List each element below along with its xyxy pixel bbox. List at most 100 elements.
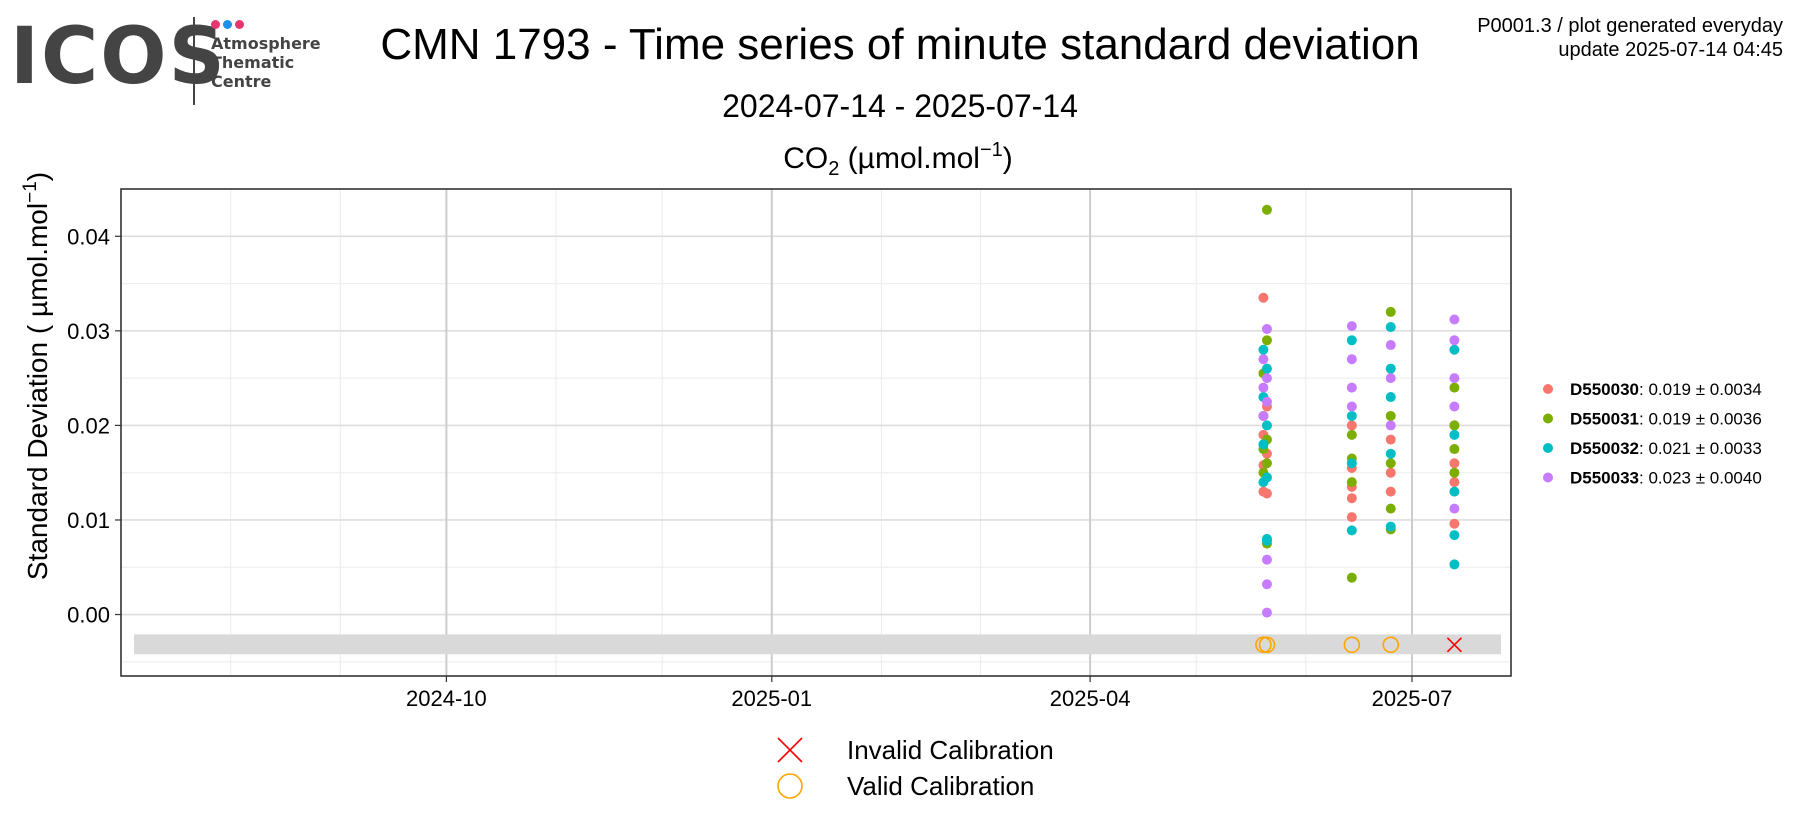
logo-dot	[235, 20, 244, 29]
data-point-d550031	[1346, 572, 1357, 583]
y-tick-label: 0.04	[67, 224, 110, 249]
logo-wordmark: ICOS	[10, 12, 227, 102]
legend-label-d550031: D550031: 0.019 ± 0.0036	[1570, 410, 1762, 429]
legend-label-d550033: D550033: 0.023 ± 0.0040	[1570, 469, 1762, 488]
legend-key-d550031	[1543, 413, 1553, 424]
legend-series-name: D550030	[1570, 380, 1639, 399]
legend-series-name: D550033	[1570, 469, 1639, 488]
page-title: CMN 1793 - Time series of minute standar…	[380, 20, 1420, 69]
legend-series-stats: : 0.021 ± 0.0033	[1639, 439, 1762, 458]
y-tick-label: 0.00	[67, 603, 110, 628]
chart-title: CO2 (µmol.mol−1)	[783, 139, 1013, 180]
logo-line: Atmosphere	[211, 34, 321, 53]
data-point-d550033	[1261, 554, 1272, 565]
data-point-d550033	[1261, 373, 1272, 384]
data-point-d550031	[1449, 382, 1460, 393]
data-point-d550033	[1258, 410, 1269, 421]
data-point-d550033	[1261, 579, 1272, 590]
logo-dots	[211, 16, 247, 34]
data-point-d550031	[1261, 458, 1272, 469]
y-tick-label: 0.03	[67, 319, 110, 344]
data-point-d550033	[1346, 382, 1357, 393]
data-point-d550030	[1261, 488, 1272, 499]
y-axis-label: Standard Deviation ( µmol.mol−1)	[20, 172, 53, 580]
meta-line: update 2025-07-14 04:45	[1558, 39, 1783, 61]
data-point-d550031	[1261, 335, 1272, 346]
legend-calibration-label: Valid Calibration	[847, 771, 1034, 801]
legend-valid-calibration-icon	[777, 773, 803, 799]
data-point-d550033	[1258, 382, 1269, 393]
data-point-d550032	[1449, 486, 1460, 497]
data-point-d550030	[1449, 458, 1460, 469]
calibration-band	[134, 634, 1501, 655]
x-tick-label: 2025-07	[1372, 686, 1453, 711]
legend-label-d550030: D550030: 0.019 ± 0.0034	[1570, 380, 1762, 399]
valid-calibration-marker	[1343, 636, 1361, 654]
data-point-d550032	[1385, 322, 1396, 333]
data-point-d550030	[1258, 292, 1269, 303]
invalid-calibration-marker	[1446, 637, 1462, 653]
data-point-d550032	[1449, 344, 1460, 355]
data-point-d550030	[1346, 512, 1357, 523]
legend-key-d550032	[1543, 443, 1553, 453]
meta-line: P0001.3 / plot generated everyday	[1477, 15, 1783, 37]
data-point-d550032	[1261, 420, 1272, 431]
data-point-d550032	[1449, 530, 1460, 541]
x-tick-label: 2024-10	[406, 686, 487, 711]
y-tick-label: 0.01	[67, 508, 110, 533]
legend-series-name: D550031	[1570, 410, 1639, 429]
data-point-d550032	[1261, 472, 1272, 483]
data-point-d550030	[1346, 420, 1357, 431]
data-point-d550033	[1449, 314, 1460, 325]
data-point-d550030	[1385, 467, 1396, 478]
data-point-d550033	[1261, 607, 1272, 618]
data-point-d550031	[1449, 444, 1460, 455]
data-point-d550032	[1449, 559, 1460, 570]
data-point-d550032	[1258, 344, 1269, 355]
logo-dot	[223, 20, 232, 29]
valid-calibration-marker	[1258, 636, 1276, 654]
data-point-d550032	[1385, 363, 1396, 374]
data-point-d550032	[1261, 363, 1272, 374]
svg-text:Standard Deviation ( µmol.mol−: Standard Deviation ( µmol.mol−1)	[20, 172, 53, 580]
data-point-d550030	[1385, 486, 1396, 497]
legend-calibration-label: Invalid Calibration	[847, 735, 1054, 765]
x-tick-label: 2025-04	[1050, 686, 1131, 711]
plot-meta: P0001.3 / plot generated everyday update…	[1477, 14, 1783, 62]
plot-panel	[121, 189, 1511, 676]
logo-line: Centre	[211, 72, 272, 91]
data-point-d550032	[1346, 410, 1357, 421]
invalid-calibration-stroke	[1446, 637, 1462, 653]
data-point-d550031	[1346, 477, 1357, 488]
legend-series-stats: : 0.019 ± 0.0036	[1639, 410, 1762, 429]
data-point-d550033	[1346, 401, 1357, 412]
data-point-d550031	[1449, 467, 1460, 478]
data-point-d550032	[1261, 535, 1272, 546]
logo-divider	[193, 17, 195, 105]
data-point-d550031	[1346, 429, 1357, 440]
data-point-d550032	[1346, 458, 1357, 469]
date-range: 2024-07-14 - 2025-07-14	[722, 88, 1078, 124]
data-point-d550032	[1449, 429, 1460, 440]
legend-key-d550033	[1543, 472, 1553, 483]
data-point-d550033	[1261, 323, 1272, 334]
data-point-d550031	[1449, 420, 1460, 431]
data-point-d550033	[1346, 354, 1357, 365]
data-point-d550033	[1449, 401, 1460, 412]
data-point-d550031	[1385, 306, 1396, 317]
data-point-d550033	[1449, 503, 1460, 514]
data-point-d550032	[1385, 521, 1396, 532]
legend-key-d550030	[1543, 384, 1553, 394]
legend-invalid-calibration-icon	[777, 737, 803, 763]
data-point-d550033	[1385, 420, 1396, 431]
data-point-d550032	[1346, 335, 1357, 346]
legend-series-name: D550032	[1570, 439, 1639, 458]
legend-x-stroke	[777, 737, 803, 763]
data-point-d550032	[1346, 525, 1357, 536]
data-point-d550030	[1449, 477, 1460, 488]
data-point-d550033	[1346, 321, 1357, 332]
logo-line: Thematic	[211, 53, 295, 72]
data-point-d550032	[1385, 448, 1396, 459]
data-point-d550032	[1258, 439, 1269, 450]
